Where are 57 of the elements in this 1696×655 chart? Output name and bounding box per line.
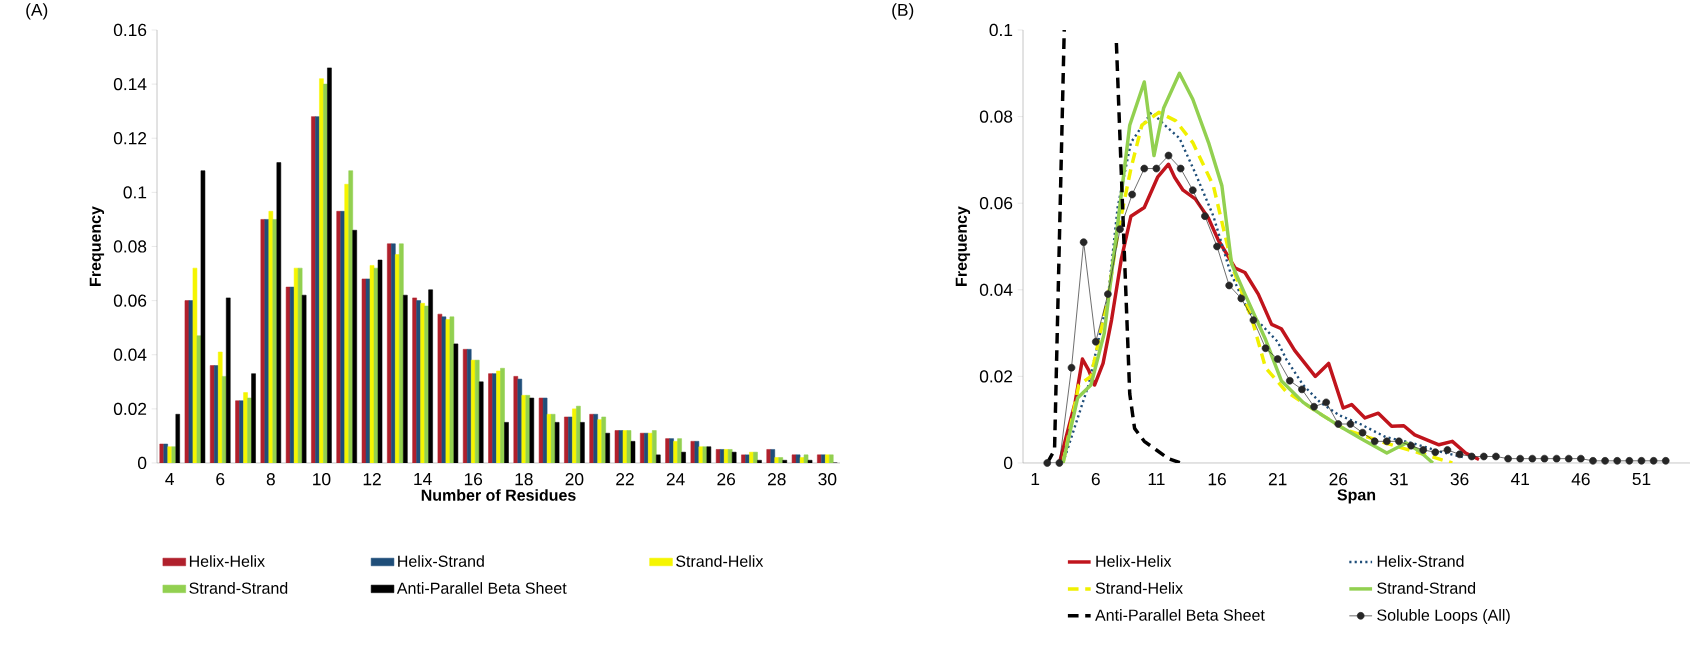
x-tick-label: 11 bbox=[1148, 473, 1165, 485]
legend-label: Strand-Helix bbox=[676, 555, 764, 567]
y-axis-title: Frequency bbox=[955, 206, 971, 286]
x-tick-label: 46 bbox=[1571, 473, 1590, 486]
x-tick-label: 14 bbox=[414, 473, 432, 485]
x-tick-label: 51 bbox=[1632, 473, 1651, 486]
legend-label: Anti-Parallel Beta Sheet bbox=[396, 582, 567, 594]
x-axis-title: Span bbox=[1337, 489, 1376, 504]
x-tick-label: 1 bbox=[1031, 473, 1040, 485]
y-tick-label: 0.14 bbox=[113, 77, 147, 91]
y-tick-label: 0.06 bbox=[979, 197, 1013, 210]
legend-label: Helix-Helix bbox=[1096, 555, 1172, 567]
x-tick-label: 20 bbox=[565, 473, 584, 486]
x-axis-title: Number of Residues bbox=[421, 489, 576, 501]
x-tick-label: 31 bbox=[1389, 473, 1408, 486]
x-tick-label: 21 bbox=[1268, 473, 1287, 486]
x-tick-label: 6 bbox=[1091, 473, 1100, 486]
legend-label: Anti-Parallel Beta Sheet bbox=[1095, 609, 1265, 621]
x-tick-label: 30 bbox=[818, 473, 837, 486]
y-tick-label: 0.16 bbox=[113, 23, 147, 37]
y-axis-title: Frequency bbox=[89, 206, 105, 286]
x-tick-label: 8 bbox=[266, 473, 275, 486]
y-tick-label: 0 bbox=[137, 456, 147, 470]
y-tick-label: 0.08 bbox=[979, 110, 1013, 123]
y-tick-label: 0.1 bbox=[123, 186, 147, 199]
legend-label: Soluble Loops (All) bbox=[1377, 609, 1510, 624]
legend-label: Strand-Helix bbox=[1095, 582, 1183, 594]
y-tick-label: 0.02 bbox=[113, 402, 147, 415]
legend-label: Strand-Strand bbox=[189, 582, 288, 594]
chart-title: (A) bbox=[26, 3, 48, 20]
x-tick-label: 16 bbox=[464, 473, 483, 486]
x-tick-label: 26 bbox=[1329, 473, 1348, 486]
legend-label: Strand-Strand bbox=[1377, 582, 1476, 594]
y-tick-label: 0.04 bbox=[979, 283, 1013, 296]
y-tick-label: 0.02 bbox=[979, 370, 1013, 383]
y-tick-label: 0.08 bbox=[113, 240, 147, 253]
x-tick-label: 16 bbox=[1208, 473, 1226, 486]
x-tick-label: 24 bbox=[666, 473, 685, 486]
chart-title: (B) bbox=[892, 3, 914, 20]
y-tick-label: 0.1 bbox=[989, 23, 1013, 37]
y-tick-label: 0.06 bbox=[113, 294, 147, 307]
x-tick-label: 41 bbox=[1510, 473, 1530, 485]
x-tick-label: 26 bbox=[717, 473, 736, 486]
x-tick-label: 10 bbox=[313, 473, 331, 486]
legend-label: Helix-Strand bbox=[1377, 555, 1464, 567]
y-tick-label: 0.12 bbox=[113, 132, 147, 145]
legend-label: Helix-Helix bbox=[189, 555, 265, 567]
x-tick-label: 28 bbox=[768, 473, 786, 486]
x-tick-label: 12 bbox=[363, 473, 381, 486]
y-tick-label: 0 bbox=[1003, 456, 1013, 470]
x-tick-label: 22 bbox=[616, 473, 634, 486]
x-tick-label: 4 bbox=[165, 473, 174, 485]
x-tick-label: 18 bbox=[515, 473, 533, 486]
legend-label: Helix-Strand bbox=[398, 555, 484, 567]
x-tick-label: 36 bbox=[1450, 473, 1469, 486]
x-tick-label: 6 bbox=[216, 473, 225, 486]
y-tick-label: 0.04 bbox=[113, 348, 147, 361]
